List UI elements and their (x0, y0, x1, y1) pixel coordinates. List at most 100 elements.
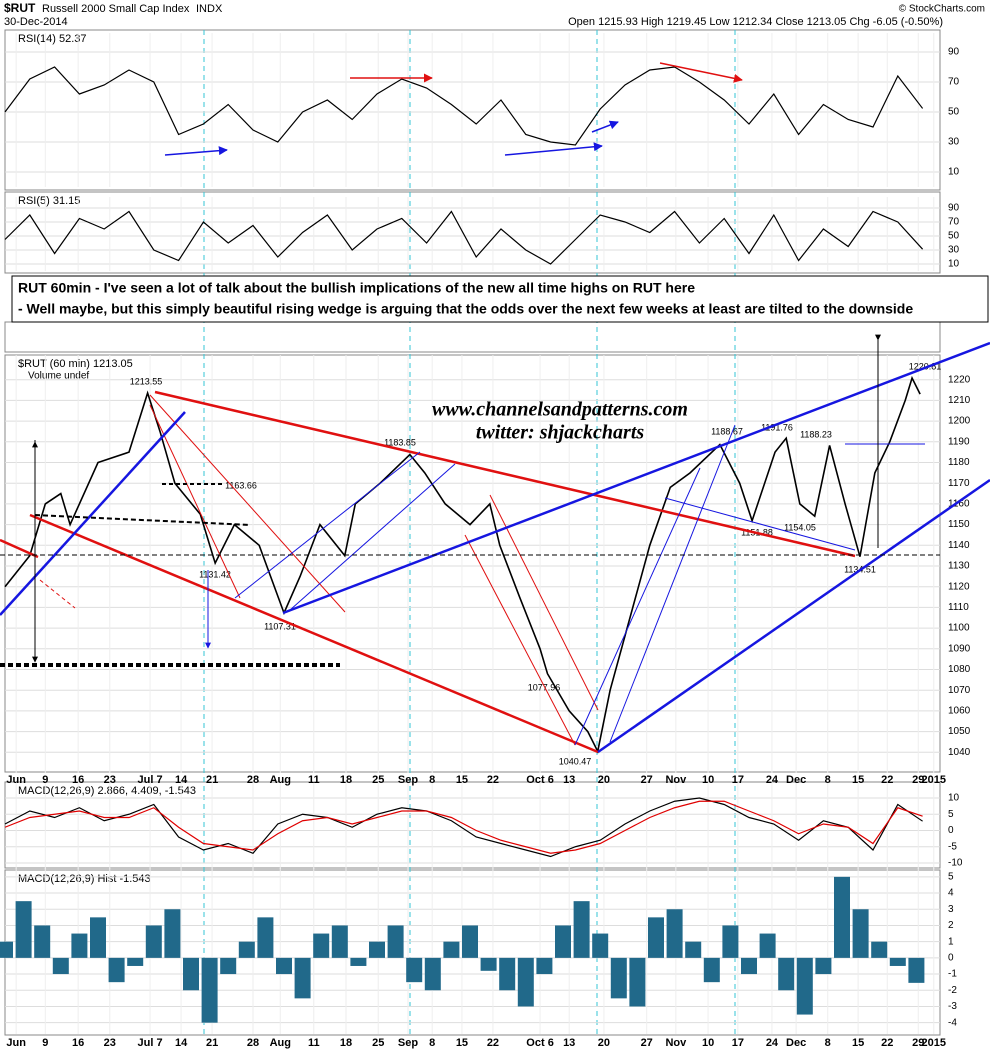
y-tick-label: 1170 (948, 478, 970, 489)
x-tick-label: Jun (6, 774, 26, 786)
hist-bar (406, 957, 423, 983)
x-tick-label: 25 (372, 1037, 384, 1049)
panel-subtitle: Volume undef (28, 371, 89, 382)
cycle-lines (203, 30, 736, 1035)
x-tick-label: 14 (175, 1037, 188, 1049)
price-label: 1188.23 (800, 429, 832, 439)
price-label: 1183.85 (384, 437, 416, 447)
annotation-line: - Well maybe, but this simply beautiful … (18, 301, 913, 317)
hist-bar (852, 909, 869, 958)
watermark: www.channelsandpatterns.com twitter: shj… (432, 399, 688, 444)
hist-bar (629, 957, 646, 1007)
hist-bar (871, 941, 888, 958)
panel-frame (4, 321, 941, 353)
y-tick-label: 10 (948, 167, 960, 178)
x-tick-label: 8 (429, 1037, 435, 1049)
panel-frame (4, 191, 941, 274)
y-tick-label: 30 (948, 245, 960, 256)
y-tick-label: 1130 (948, 561, 970, 572)
series-line (4, 375, 921, 754)
header: $RUT Russell 2000 Small Cap Index INDX 3… (4, 1, 985, 28)
price-label: 1107.31 (264, 621, 296, 631)
hist-bar (517, 957, 534, 1007)
price-label: 1040.47 (559, 756, 592, 766)
hist-bar (257, 917, 274, 958)
trendlines (0, 62, 990, 754)
hist-bar (480, 957, 497, 971)
hist-bar (889, 957, 906, 966)
annotation-line: RUT 60min - I've seen a lot of talk abou… (18, 280, 695, 296)
y-tick-label: 2 (948, 920, 954, 931)
x-tick-label: 14 (175, 774, 188, 786)
y-tick-label: 0 (948, 953, 954, 964)
x-tick-label: 10 (702, 774, 714, 786)
hist-bar (462, 925, 478, 958)
hist-bar (536, 957, 553, 975)
hist-bar (164, 909, 181, 958)
x-tick-label: 2015 (922, 774, 946, 786)
hist-bar (52, 957, 69, 975)
y-tick-label: 5 (948, 872, 954, 883)
y-tick-label: 1160 (948, 499, 970, 510)
x-tick-label: 20 (598, 774, 610, 786)
y-tick-label: -4 (948, 1017, 957, 1028)
quote: Open 1215.93 High 1219.45 Low 1212.34 Cl… (568, 16, 943, 28)
hist-bar (424, 957, 441, 991)
x-tick-label: 17 (732, 1037, 744, 1049)
series-line (4, 800, 923, 854)
y-tick-label: 30 (948, 137, 960, 148)
y-tick-label: 10 (948, 259, 960, 270)
y-tick-label: 5 (948, 809, 954, 820)
series-line (4, 797, 923, 858)
y-tick-label: 1070 (948, 685, 971, 696)
y-tick-label: 1150 (948, 519, 970, 530)
y-tick-label: 3 (948, 904, 954, 915)
symbol: $RUT (4, 1, 36, 15)
x-tick-label: 24 (766, 1037, 779, 1049)
y-tick-label: 1080 (948, 664, 971, 675)
hist-bar (294, 957, 311, 999)
panel-title: MACD(12,26,9) 2.866, 4.409, -1.543 (18, 785, 196, 797)
hist-bar (685, 941, 702, 958)
hist-bar (778, 957, 795, 991)
x-tick-label: 8 (825, 1037, 831, 1049)
x-tick-label: 24 (766, 774, 779, 786)
y-tick-label: 90 (948, 47, 960, 58)
x-tick-label: 20 (598, 1037, 610, 1049)
series-line (4, 66, 924, 146)
x-tick-label: Jul 7 (138, 1037, 163, 1049)
price-label: 1131.42 (199, 569, 231, 579)
y-tick-label: 50 (948, 231, 960, 242)
y-tick-label: 4 (948, 888, 954, 899)
price-label: 1154.05 (784, 522, 816, 532)
hist-bar (238, 941, 255, 958)
x-tick-label: 27 (641, 774, 653, 786)
x-tick-label: Dec (786, 1037, 806, 1049)
x-tick-label: 15 (852, 1037, 864, 1049)
x-tick-label: 18 (340, 1037, 352, 1049)
credit: © StockCharts.com (899, 4, 985, 15)
price-label: 1191.76 (761, 422, 793, 432)
x-tick-label: 8 (429, 774, 435, 786)
hist-bar (127, 957, 144, 966)
y-tick-label: 90 (948, 203, 960, 214)
y-tick-label: -10 (948, 858, 963, 869)
panel-frame (4, 29, 941, 191)
y-tick-label: -1 (948, 969, 957, 980)
y-tick-label: 70 (948, 217, 960, 228)
y-tick-label: 0 (948, 825, 954, 836)
x-tick-label: 8 (825, 774, 831, 786)
price-label: 1213.55 (130, 376, 163, 386)
hist-bar (722, 925, 739, 958)
x-tick-label: 18 (340, 774, 352, 786)
y-tick-label: 1110 (948, 602, 969, 613)
hist-bar (908, 957, 925, 983)
hist-bar (183, 957, 199, 991)
hist-bar (648, 917, 664, 958)
hist-bar (276, 957, 292, 975)
y-tick-label: 1210 (948, 395, 971, 406)
y-tick-label: 1180 (948, 457, 970, 468)
x-tick-label: 21 (206, 1037, 218, 1049)
y-tick-label: 70 (948, 77, 960, 88)
